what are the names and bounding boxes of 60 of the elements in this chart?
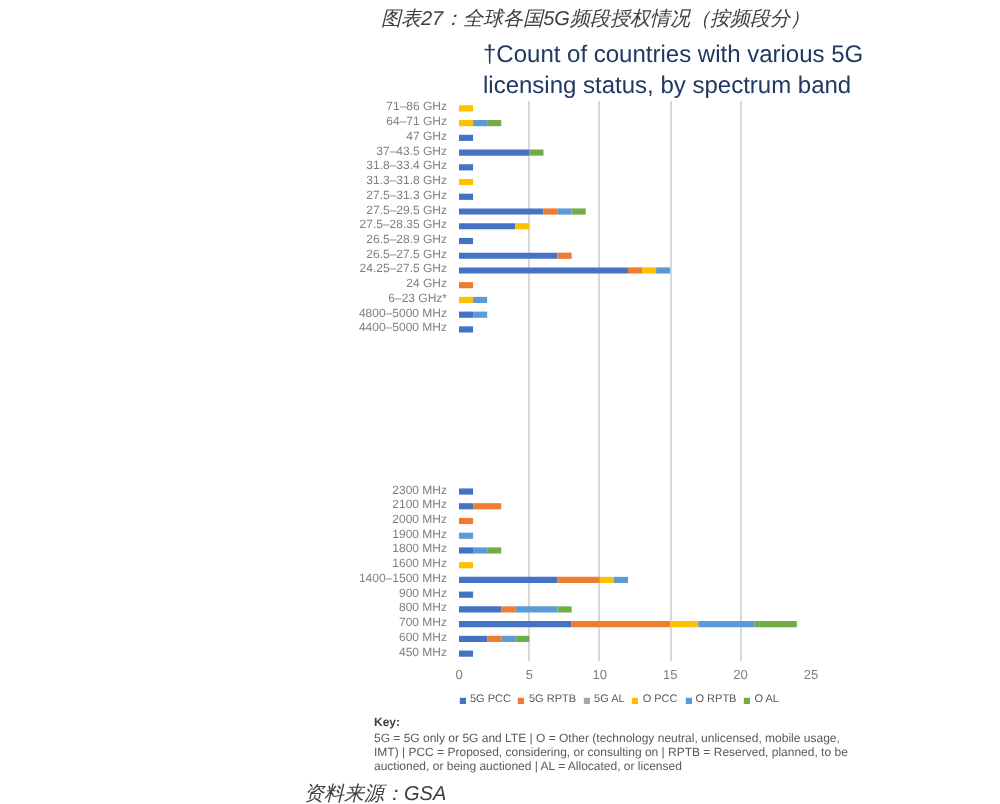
chart-subtitle: †Count of countries with various 5G licensing status, by spectrum band xyxy=(483,40,864,99)
bar xyxy=(515,606,558,613)
bar xyxy=(459,326,474,333)
bar xyxy=(459,282,474,289)
bar xyxy=(459,532,474,539)
bar xyxy=(459,547,474,554)
bar xyxy=(459,296,474,304)
chart-title: 图表27：全球各国5G频段授权情况（按频段分） xyxy=(381,7,810,31)
bar xyxy=(459,517,474,525)
bar xyxy=(754,621,797,628)
bar xyxy=(459,606,502,613)
bar xyxy=(473,503,502,510)
bar xyxy=(642,267,657,274)
bar xyxy=(459,562,474,569)
bar xyxy=(557,576,600,584)
bar xyxy=(473,296,488,304)
bar xyxy=(571,208,586,215)
bar xyxy=(459,223,516,230)
bar xyxy=(487,120,502,127)
bar xyxy=(698,621,755,628)
bar xyxy=(501,606,516,613)
bar xyxy=(571,621,671,628)
bar xyxy=(459,252,558,259)
bar xyxy=(459,193,474,200)
bar xyxy=(459,120,474,127)
bar xyxy=(459,311,474,318)
bar xyxy=(459,621,572,628)
bar xyxy=(557,252,572,259)
bar xyxy=(459,635,488,642)
bar xyxy=(473,120,488,127)
bar xyxy=(515,635,530,642)
bar xyxy=(599,576,614,584)
bar xyxy=(459,149,530,156)
bar xyxy=(656,267,671,274)
bar xyxy=(459,267,628,274)
bar xyxy=(670,621,699,628)
bar xyxy=(459,650,474,657)
bar xyxy=(459,105,474,112)
bar xyxy=(459,503,474,510)
bar xyxy=(487,547,502,554)
bar xyxy=(557,208,572,215)
bar xyxy=(459,576,558,584)
bar xyxy=(459,178,474,186)
bar xyxy=(627,267,643,274)
bar xyxy=(459,164,474,171)
bar xyxy=(473,547,488,554)
bar xyxy=(459,208,544,215)
bar xyxy=(487,635,502,642)
bar xyxy=(473,311,488,318)
bar xyxy=(459,134,474,141)
bar xyxy=(543,208,558,215)
bar xyxy=(501,635,516,642)
bar xyxy=(459,591,474,598)
bar xyxy=(459,488,474,495)
text: 资料来源：GSA xyxy=(304,782,449,804)
bar xyxy=(613,576,628,584)
bar xyxy=(557,606,572,613)
bar xyxy=(459,237,474,245)
bar xyxy=(515,223,530,230)
bar xyxy=(529,149,544,156)
